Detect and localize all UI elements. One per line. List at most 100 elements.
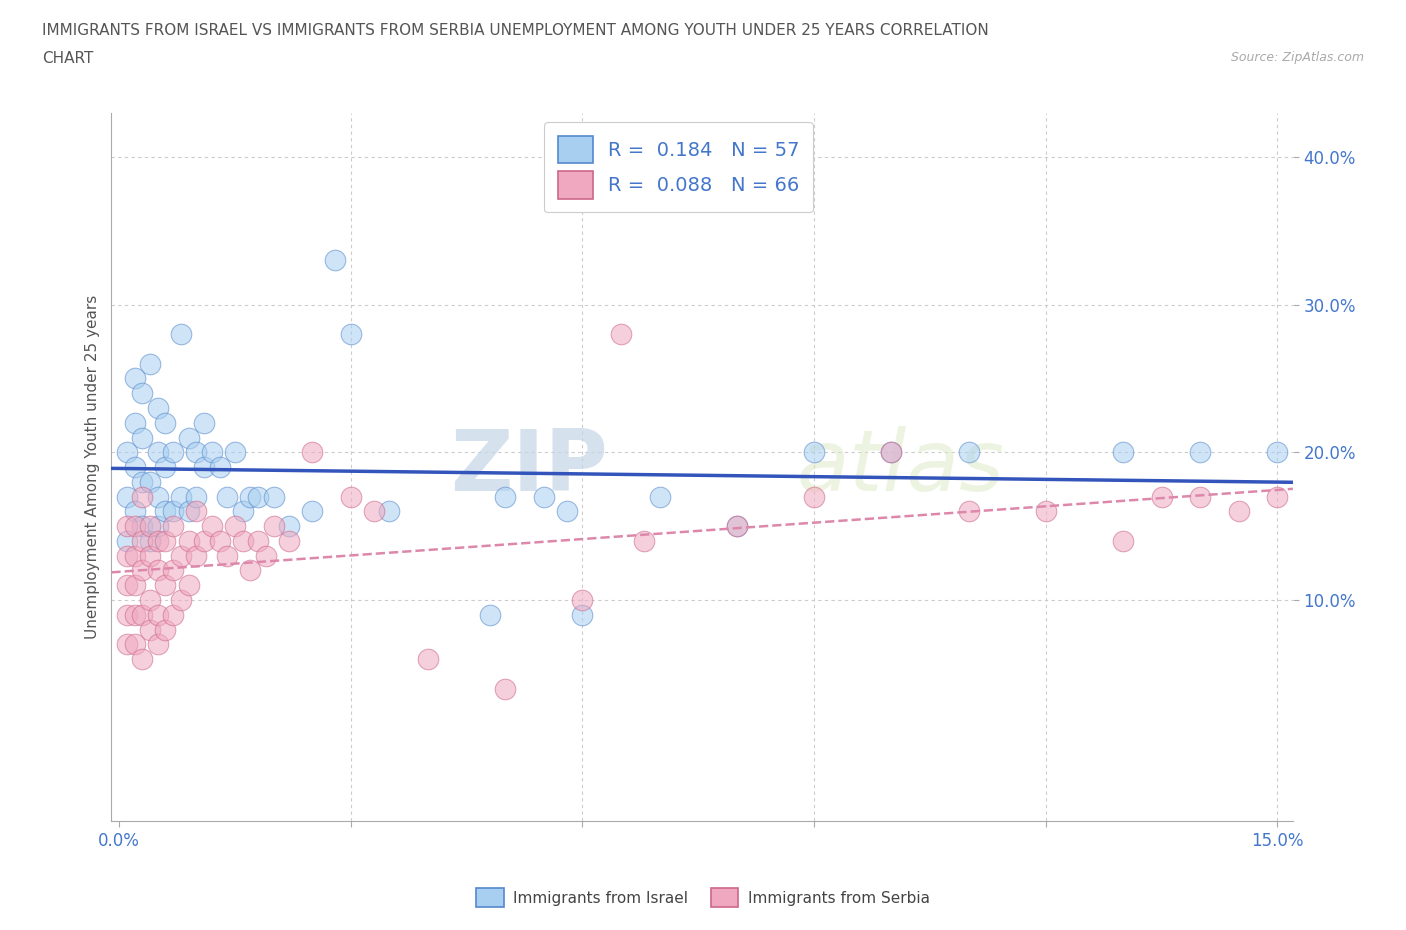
Y-axis label: Unemployment Among Youth under 25 years: Unemployment Among Youth under 25 years (86, 295, 100, 639)
Point (957, 504, 980, 519)
Point (494, 489, 516, 504)
Point (155, 622, 177, 637)
Point (170, 489, 193, 504)
Point (155, 534, 177, 549)
Legend: Immigrants from Israel, Immigrants from Serbia: Immigrants from Israel, Immigrants from … (470, 883, 936, 913)
Point (254, 548, 277, 563)
Point (146, 489, 169, 504)
Point (115, 489, 138, 504)
Point (139, 592, 162, 607)
Point (1227, 504, 1250, 519)
Point (803, 445, 825, 459)
Point (301, 445, 323, 459)
Point (263, 489, 285, 504)
Point (263, 519, 285, 534)
Point (115, 519, 138, 534)
Point (124, 548, 146, 563)
Point (124, 504, 146, 519)
Point (124, 459, 146, 474)
Point (378, 504, 401, 519)
Point (340, 489, 363, 504)
Point (131, 489, 153, 504)
Text: ZIP: ZIP (450, 426, 607, 509)
Point (201, 519, 224, 534)
Point (208, 534, 231, 549)
Point (162, 607, 184, 622)
Point (193, 534, 215, 549)
Point (247, 489, 270, 504)
Point (146, 607, 169, 622)
Point (131, 534, 153, 549)
Point (124, 578, 146, 592)
Point (162, 504, 184, 519)
Point (278, 519, 301, 534)
Point (1344, 489, 1367, 504)
Point (224, 519, 246, 534)
Point (193, 459, 215, 474)
Point (633, 534, 655, 549)
Point (1267, 445, 1289, 459)
Point (278, 534, 301, 549)
Point (139, 519, 162, 534)
Point (146, 637, 169, 652)
Point (170, 326, 193, 341)
Point (131, 652, 153, 667)
Text: IMMIGRANTS FROM ISRAEL VS IMMIGRANTS FROM SERBIA UNEMPLOYMENT AMONG YOUTH UNDER : IMMIGRANTS FROM ISRAEL VS IMMIGRANTS FRO… (42, 23, 988, 38)
Point (1150, 489, 1173, 504)
Point (1189, 489, 1212, 504)
Point (340, 326, 363, 341)
Point (301, 504, 323, 519)
Point (155, 416, 177, 431)
Point (115, 534, 138, 549)
Point (1112, 445, 1135, 459)
Point (155, 578, 177, 592)
Point (146, 534, 169, 549)
Point (162, 563, 184, 578)
Point (224, 445, 246, 459)
Point (1305, 504, 1327, 519)
Text: CHART: CHART (42, 51, 94, 66)
Point (1189, 445, 1212, 459)
Point (139, 622, 162, 637)
Point (124, 371, 146, 386)
Point (1112, 534, 1135, 549)
Point (186, 548, 208, 563)
Point (208, 459, 231, 474)
Point (880, 445, 903, 459)
Legend: R =  0.184   N = 57, R =  0.088   N = 66: R = 0.184 N = 57, R = 0.088 N = 66 (544, 123, 813, 212)
Point (115, 445, 138, 459)
Point (186, 445, 208, 459)
Point (217, 489, 239, 504)
Point (1035, 504, 1057, 519)
Point (115, 637, 138, 652)
Point (146, 445, 169, 459)
Point (177, 578, 200, 592)
Point (416, 652, 439, 667)
Point (725, 519, 748, 534)
Point (880, 445, 903, 459)
Point (162, 445, 184, 459)
Point (186, 489, 208, 504)
Point (146, 401, 169, 416)
Point (162, 519, 184, 534)
Point (239, 563, 262, 578)
Point (957, 445, 980, 459)
Point (232, 504, 254, 519)
Point (363, 504, 385, 519)
Text: atlas: atlas (797, 426, 1005, 509)
Point (478, 607, 501, 622)
Point (186, 504, 208, 519)
Point (139, 474, 162, 489)
Point (648, 489, 671, 504)
Point (139, 548, 162, 563)
Point (139, 534, 162, 549)
Point (725, 519, 748, 534)
Point (124, 416, 146, 431)
Point (155, 504, 177, 519)
Text: Source: ZipAtlas.com: Source: ZipAtlas.com (1230, 51, 1364, 64)
Point (239, 489, 262, 504)
Point (803, 489, 825, 504)
Point (131, 430, 153, 445)
Point (131, 563, 153, 578)
Point (571, 592, 593, 607)
